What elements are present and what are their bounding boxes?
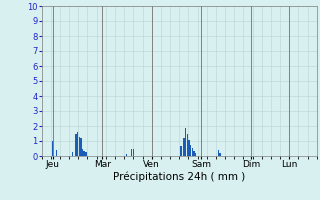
Bar: [82, 148, 83, 156]
Bar: [192, 148, 193, 156]
Bar: [75, 134, 77, 156]
Bar: [80, 138, 82, 156]
Bar: [190, 145, 191, 156]
Bar: [195, 153, 196, 156]
Bar: [84, 151, 85, 156]
Bar: [56, 150, 57, 156]
Bar: [72, 152, 73, 156]
Bar: [183, 138, 185, 156]
Bar: [193, 151, 195, 156]
Bar: [77, 132, 78, 156]
Bar: [85, 152, 86, 156]
Bar: [187, 134, 188, 156]
X-axis label: Précipitations 24h ( mm ): Précipitations 24h ( mm ): [113, 172, 245, 182]
Bar: [185, 128, 187, 156]
Bar: [131, 148, 132, 156]
Bar: [79, 137, 80, 156]
Bar: [126, 154, 127, 156]
Bar: [218, 150, 219, 156]
Bar: [220, 153, 221, 156]
Bar: [132, 149, 134, 156]
Bar: [180, 146, 181, 156]
Bar: [52, 141, 54, 156]
Bar: [188, 140, 190, 156]
